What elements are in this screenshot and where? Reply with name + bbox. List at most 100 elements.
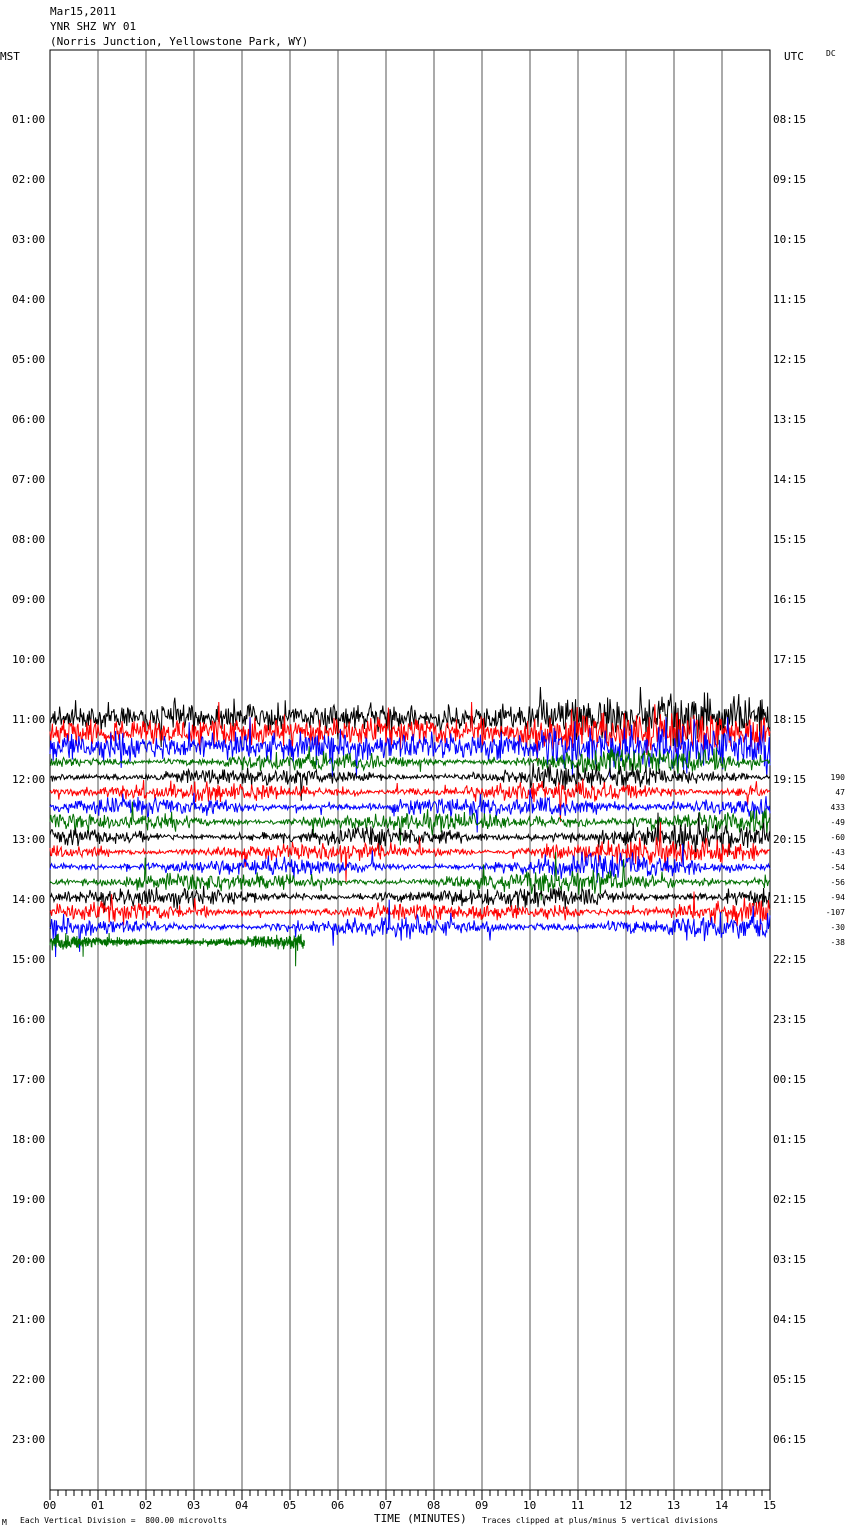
x-axis-title: TIME (MINUTES) bbox=[374, 1512, 467, 1525]
trace-row-1300 bbox=[49, 812, 771, 859]
header-location: (Norris Junction, Yellowstone Park, WY) bbox=[50, 35, 309, 48]
utc-tick-label: 13:15 bbox=[773, 413, 807, 426]
utc-tick-label: 10:15 bbox=[773, 233, 807, 246]
mst-tick-label: 10:00 bbox=[12, 653, 46, 666]
mst-axis-title: MST bbox=[0, 50, 20, 63]
dc-offset-value: -30 bbox=[830, 923, 845, 932]
mst-tick-label: 13:00 bbox=[12, 833, 46, 846]
utc-tick-label: 03:15 bbox=[773, 1253, 807, 1266]
x-tick-label: 08 bbox=[427, 1499, 441, 1512]
trace-row-1230 bbox=[49, 788, 771, 833]
dc-offset-value: -107 bbox=[825, 908, 845, 917]
mst-tick-label: 15:00 bbox=[12, 953, 46, 966]
x-tick-label: 03 bbox=[187, 1499, 201, 1512]
utc-tick-label: 09:15 bbox=[773, 173, 807, 186]
dc-offset-value: -49 bbox=[830, 818, 845, 827]
x-tick-label: 04 bbox=[235, 1499, 249, 1512]
utc-tick-label: 05:15 bbox=[773, 1373, 807, 1386]
trace-row-1200 bbox=[49, 762, 771, 801]
trace-row-1145 bbox=[49, 746, 771, 775]
mst-tick-label: 04:00 bbox=[12, 293, 46, 306]
x-tick-label: 15 bbox=[763, 1499, 777, 1512]
mst-tick-label: 03:00 bbox=[12, 233, 46, 246]
dc-offset-value: 190 bbox=[830, 773, 845, 782]
mst-tick-label: 23:00 bbox=[12, 1433, 46, 1446]
x-tick-label: 11 bbox=[571, 1499, 585, 1512]
dc-offset-value: 433 bbox=[830, 803, 845, 812]
utc-axis-title: UTC bbox=[784, 50, 804, 63]
mst-tick-label: 02:00 bbox=[12, 173, 46, 186]
clip-note: Traces clipped at plus/minus 5 vertical … bbox=[482, 1516, 719, 1525]
header-date: Mar15,2011 bbox=[50, 5, 117, 18]
mst-tick-label: 19:00 bbox=[12, 1193, 46, 1206]
x-tick-label: 02 bbox=[139, 1499, 153, 1512]
plot-frame bbox=[49, 49, 771, 1491]
dc-offset-value: -60 bbox=[830, 833, 845, 842]
utc-tick-label: 21:15 bbox=[773, 893, 807, 906]
utc-tick-label: 02:15 bbox=[773, 1193, 807, 1206]
utc-tick-label: 12:15 bbox=[773, 353, 807, 366]
utc-tick-label: 15:15 bbox=[773, 533, 807, 546]
utc-tick-label: 01:15 bbox=[773, 1133, 807, 1146]
mst-tick-label: 08:00 bbox=[12, 533, 46, 546]
utc-tick-label: 23:15 bbox=[773, 1013, 807, 1026]
trace-row-1330 bbox=[49, 843, 771, 883]
utc-tick-label: 16:15 bbox=[773, 593, 807, 606]
trace-row-1315 bbox=[49, 821, 771, 883]
x-tick-label: 14 bbox=[715, 1499, 729, 1512]
x-tick-label: 00 bbox=[43, 1499, 57, 1512]
dc-offset-value: -54 bbox=[830, 863, 845, 872]
dc-offset-value: -38 bbox=[830, 938, 845, 947]
trace-row-1245 bbox=[49, 801, 771, 846]
trace-row-1345 bbox=[49, 851, 771, 901]
mst-tick-label: 07:00 bbox=[12, 473, 46, 486]
utc-tick-label: 11:15 bbox=[773, 293, 807, 306]
utc-tick-label: 06:15 bbox=[773, 1433, 807, 1446]
header-station: YNR SHZ WY 01 bbox=[50, 20, 137, 33]
dc-offset-value: -56 bbox=[830, 878, 845, 887]
trace-row-1445 bbox=[49, 932, 305, 967]
division-note: Each Vertical Division = 800.00 microvol… bbox=[20, 1516, 228, 1525]
trace-row-1400 bbox=[49, 883, 771, 913]
mst-tick-label: 06:00 bbox=[12, 413, 46, 426]
mst-tick-label: 12:00 bbox=[12, 773, 46, 786]
trace-row-1430 bbox=[49, 899, 771, 958]
utc-tick-label: 19:15 bbox=[773, 773, 807, 786]
trace-row-1115 bbox=[49, 701, 771, 763]
x-tick-label: 09 bbox=[475, 1499, 489, 1512]
trace-row-1100 bbox=[49, 686, 771, 748]
dc-offset-value: 47 bbox=[835, 788, 845, 797]
utc-tick-label: 08:15 bbox=[773, 113, 807, 126]
mst-tick-label: 14:00 bbox=[12, 893, 46, 906]
x-tick-label: 01 bbox=[91, 1499, 105, 1512]
corner-mark: M bbox=[2, 1518, 7, 1527]
utc-tick-label: 04:15 bbox=[773, 1313, 807, 1326]
trace-row-1215 bbox=[49, 778, 771, 822]
x-tick-label: 12 bbox=[619, 1499, 633, 1512]
mst-tick-label: 20:00 bbox=[12, 1253, 46, 1266]
mst-tick-label: 21:00 bbox=[12, 1313, 46, 1326]
mst-tick-label: 16:00 bbox=[12, 1013, 46, 1026]
utc-tick-label: 14:15 bbox=[773, 473, 807, 486]
dc-offset-value: -43 bbox=[830, 848, 845, 857]
dc-label: DC bbox=[826, 49, 836, 58]
mst-tick-label: 01:00 bbox=[12, 113, 46, 126]
dc-offset-value: -94 bbox=[830, 893, 845, 902]
mst-tick-label: 22:00 bbox=[12, 1373, 46, 1386]
utc-tick-label: 00:15 bbox=[773, 1073, 807, 1086]
utc-tick-label: 18:15 bbox=[773, 713, 807, 726]
mst-tick-label: 17:00 bbox=[12, 1073, 46, 1086]
x-tick-label: 10 bbox=[523, 1499, 537, 1512]
x-tick-label: 05 bbox=[283, 1499, 297, 1512]
utc-tick-label: 20:15 bbox=[773, 833, 807, 846]
mst-tick-label: 09:00 bbox=[12, 593, 46, 606]
mst-tick-label: 05:00 bbox=[12, 353, 46, 366]
utc-tick-label: 17:15 bbox=[773, 653, 807, 666]
mst-tick-label: 18:00 bbox=[12, 1133, 46, 1146]
x-tick-label: 07 bbox=[379, 1499, 393, 1512]
x-tick-label: 13 bbox=[667, 1499, 681, 1512]
x-tick-label: 06 bbox=[331, 1499, 345, 1512]
utc-tick-label: 22:15 bbox=[773, 953, 807, 966]
mst-tick-label: 11:00 bbox=[12, 713, 46, 726]
